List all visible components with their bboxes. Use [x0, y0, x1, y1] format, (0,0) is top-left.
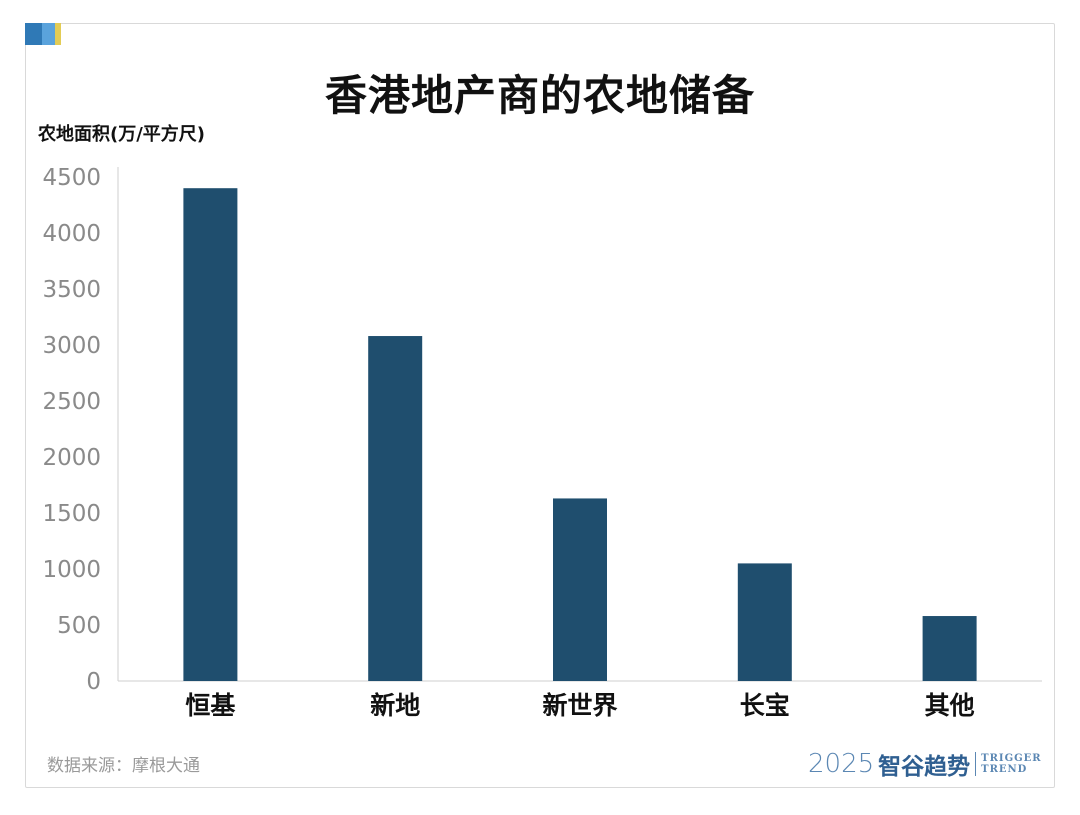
bar: [922, 616, 977, 681]
y-tick-label: 3000: [42, 333, 101, 359]
y-tick-label: 2500: [42, 389, 101, 415]
brand-english: TRIGGER TREND: [981, 753, 1041, 775]
y-tick-label: 500: [57, 613, 101, 639]
x-tick-label: 恒基: [185, 691, 235, 720]
y-tick-label: 3500: [42, 277, 101, 303]
brand-year: 2025: [808, 749, 875, 779]
y-tick-label: 2000: [42, 445, 101, 471]
corner-accent-blue: [25, 23, 42, 45]
bar: [553, 498, 607, 681]
bar: [737, 563, 792, 681]
x-tick-label: 其他: [925, 691, 975, 720]
brand-separator: [975, 752, 977, 776]
brand-logo: 2025 智谷趋势 TRIGGER TREND: [808, 749, 1042, 780]
x-tick-label: 新地: [370, 691, 420, 720]
y-tick-label: 1500: [42, 501, 101, 527]
brand-english-line-1: TRIGGER: [981, 753, 1042, 764]
corner-accent-yellow: [55, 23, 61, 45]
y-tick-label: 4000: [42, 221, 101, 247]
bar: [368, 336, 423, 681]
x-tick-label: 新世界: [542, 691, 617, 720]
y-axis-label: 农地面积(万/平方尺): [38, 124, 206, 145]
brand-english-line-2: TREND: [981, 764, 1028, 775]
y-tick-label: 0: [86, 669, 101, 695]
chart-title: 香港地产商的农地储备: [324, 71, 755, 120]
data-source: 数据来源：摩根大通: [47, 756, 200, 776]
y-tick-label: 4500: [42, 165, 101, 191]
y-tick-label: 1000: [42, 557, 101, 583]
corner-accent-light-blue: [42, 23, 55, 45]
bar: [183, 188, 238, 681]
x-tick-label: 长宝: [740, 691, 790, 720]
brand-name: 智谷趋势: [878, 753, 971, 780]
